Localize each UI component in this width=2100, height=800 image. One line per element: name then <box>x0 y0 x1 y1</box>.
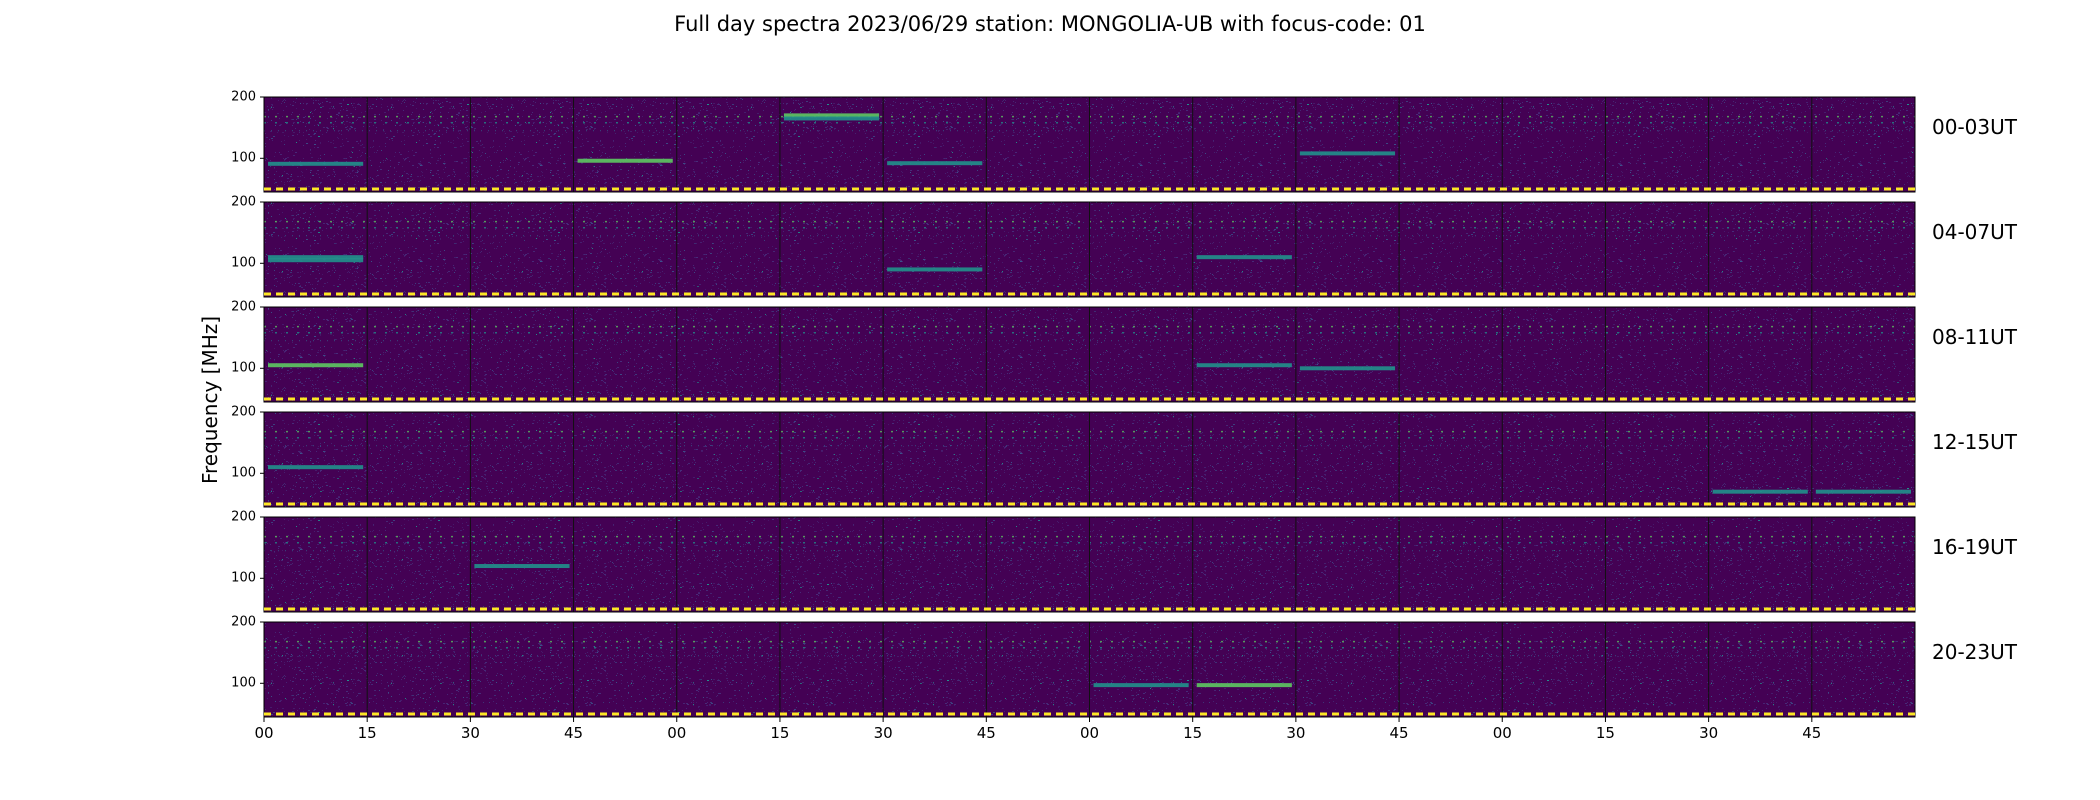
x-tick-label: 15 <box>1595 724 1615 742</box>
x-tick-label: 15 <box>1183 724 1203 742</box>
row-time-label: 20-23UT <box>1932 640 2017 664</box>
y-tick-label: 100 <box>231 255 256 271</box>
spectra-row <box>260 96 1916 193</box>
y-tick-label: 100 <box>231 675 256 691</box>
bright-band <box>1093 683 1189 688</box>
x-tick-label: 45 <box>1389 724 1409 742</box>
x-tick-label: 00 <box>1079 724 1100 742</box>
x-tick-label: 45 <box>564 724 584 742</box>
x-tick-label: 15 <box>357 724 377 742</box>
row-time-label: 00-03UT <box>1932 115 2017 139</box>
bright-band <box>1815 489 1911 494</box>
bright-band <box>268 161 364 166</box>
row-frame <box>263 201 1916 298</box>
bright-band <box>268 255 364 260</box>
y-tick-label: 200 <box>231 614 256 630</box>
chart-title: Full day spectra 2023/06/29 station: MON… <box>674 12 1426 36</box>
bright-band <box>1196 363 1292 368</box>
y-tick-label: 200 <box>231 404 256 420</box>
spectra-row <box>260 306 1916 403</box>
row-frame <box>263 306 1916 403</box>
row-frame <box>263 516 1916 613</box>
y-tick-label: 200 <box>231 89 256 105</box>
row-frame <box>263 96 1916 193</box>
bright-band <box>887 161 983 166</box>
spectra-row <box>260 411 1916 508</box>
row-time-label: 04-07UT <box>1932 220 2017 244</box>
x-tick-label: 45 <box>1802 724 1822 742</box>
y-tick-label: 100 <box>231 465 256 481</box>
bright-band <box>268 363 364 368</box>
y-tick-label: 200 <box>231 509 256 525</box>
row-time-label: 12-15UT <box>1932 430 2017 454</box>
spectra-row <box>260 621 1916 718</box>
spectra-row <box>260 201 1916 298</box>
spectra-row <box>260 516 1916 613</box>
x-tick-label: 00 <box>667 724 687 742</box>
bright-band <box>474 564 570 569</box>
x-tick-label: 30 <box>1699 724 1719 742</box>
bright-band <box>887 267 983 272</box>
bright-band <box>783 113 880 118</box>
bright-band <box>268 258 364 263</box>
x-tick-label: 00 <box>1492 724 1512 742</box>
bright-band <box>1299 366 1396 371</box>
y-tick-label: 200 <box>231 299 256 315</box>
rows-layer <box>260 96 1916 722</box>
row-time-label: 16-19UT <box>1932 535 2017 559</box>
bright-band <box>268 465 364 470</box>
x-tick-label: 30 <box>1286 724 1306 742</box>
y-tick-label: 100 <box>231 360 256 376</box>
bright-band <box>1196 255 1292 260</box>
x-tick-label: 00 <box>254 724 274 742</box>
bright-band <box>783 116 880 121</box>
x-tick-label: 45 <box>976 724 996 742</box>
x-tick-label: 30 <box>873 724 893 742</box>
y-tick-label: 200 <box>231 194 256 210</box>
x-tick-label: 30 <box>460 724 480 742</box>
y-tick-label: 100 <box>231 570 256 586</box>
y-tick-label: 100 <box>231 150 256 166</box>
x-tick-label: 15 <box>770 724 790 742</box>
bright-band <box>1299 151 1396 156</box>
bright-band <box>1712 489 1808 494</box>
row-time-label: 08-11UT <box>1932 325 2017 349</box>
bright-band <box>1196 683 1292 688</box>
bright-band <box>577 158 673 163</box>
y-axis-label: Frequency [MHz] <box>198 315 222 485</box>
row-frame <box>263 411 1916 508</box>
